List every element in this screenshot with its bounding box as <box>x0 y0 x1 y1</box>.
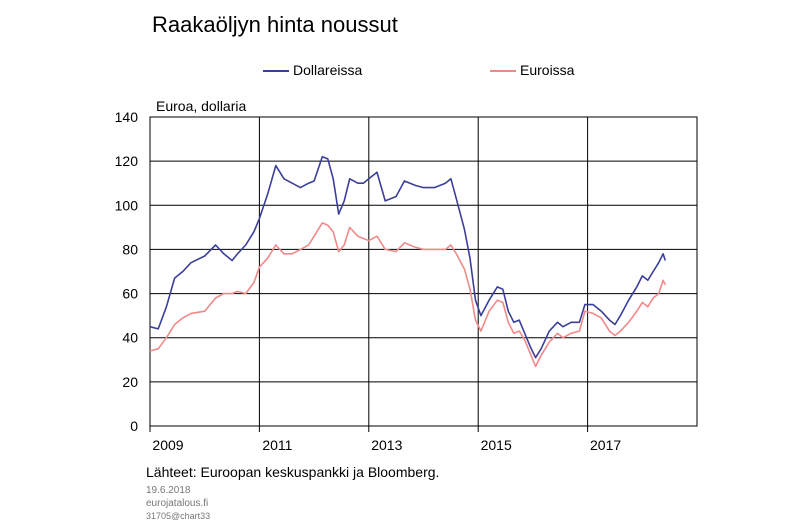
y-tick-label: 80 <box>122 241 138 257</box>
y-tick-label: 40 <box>122 330 138 346</box>
legend-swatch-euroissa <box>490 70 516 72</box>
legend-swatch-dollareissa <box>263 70 289 72</box>
y-tick-label: 100 <box>115 197 139 213</box>
y-tick-label: 140 <box>115 109 139 125</box>
y-tick-label: 60 <box>122 286 138 302</box>
y-tick-label: 20 <box>122 374 138 390</box>
x-tick-label: 2015 <box>481 437 512 453</box>
series-line-euroissa <box>149 222 667 368</box>
y-tick-label: 0 <box>130 418 138 434</box>
series-line-dollareissa <box>149 155 667 359</box>
y-axis-label: Euroa, dollaria <box>156 98 247 114</box>
plot-frame <box>149 116 698 427</box>
site-name: eurojatalous.fi <box>146 498 209 509</box>
x-tick-label: 2009 <box>152 437 183 453</box>
source-note: Lähteet: Euroopan keskuspankki ja Bloomb… <box>146 464 440 480</box>
publish-date: 19.6.2018 <box>146 485 191 496</box>
x-tick-label: 2013 <box>371 437 402 453</box>
chart-code: 31705@chart33 <box>146 511 211 521</box>
x-tick-label: 2011 <box>262 437 292 453</box>
x-tick-label: 2017 <box>590 437 621 453</box>
legend-label-euroissa: Euroissa <box>520 62 575 78</box>
chart-title: Raakaöljyn hinta noussut <box>152 12 398 37</box>
legend-label-dollareissa: Dollareissa <box>293 62 363 78</box>
y-tick-label: 120 <box>115 153 139 169</box>
